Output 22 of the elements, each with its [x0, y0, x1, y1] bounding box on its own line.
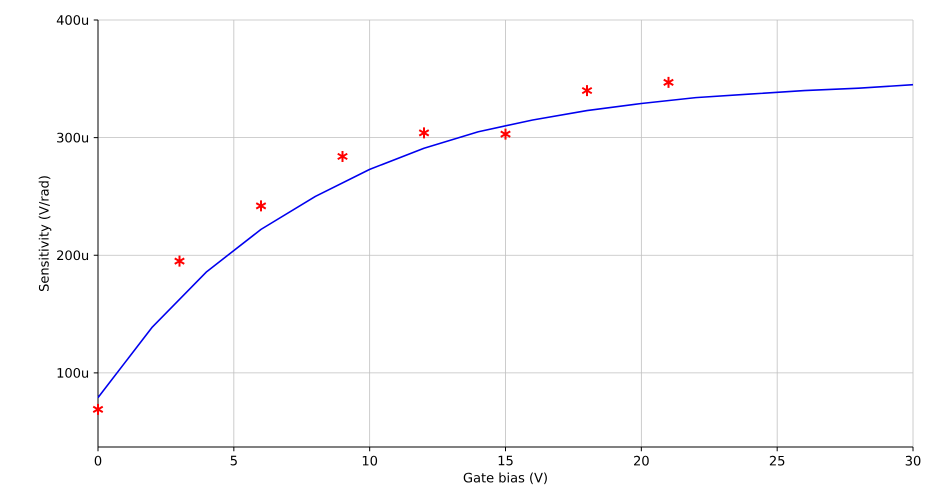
point [500, 128, 512, 141]
point [581, 84, 593, 98]
x-tick-label: 10 [362, 456, 378, 466]
point [418, 126, 430, 140]
y-tick-label: 400u [56, 15, 88, 25]
x-tick-label: 0 [94, 456, 102, 466]
x-tick-label: 25 [770, 456, 784, 466]
x-tick-label: 20 [634, 456, 649, 466]
point [92, 402, 104, 416]
y-tick-label: 300u [57, 132, 88, 143]
point [662, 76, 674, 89]
x-tick-label: 15 [498, 456, 513, 466]
point [255, 199, 267, 212]
line-series [97, 84, 914, 398]
y-tick-label: 100u [58, 368, 88, 378]
x-tick-label: 30 [906, 456, 920, 466]
y-tick-label: 200u [57, 250, 88, 260]
x-axis-title: Gate bias (V) [464, 472, 547, 484]
y-axis-title: Sensitivity (V/rad) [38, 176, 52, 292]
point [336, 150, 348, 163]
point [174, 254, 186, 268]
x-tick-label: 5 [230, 456, 237, 466]
